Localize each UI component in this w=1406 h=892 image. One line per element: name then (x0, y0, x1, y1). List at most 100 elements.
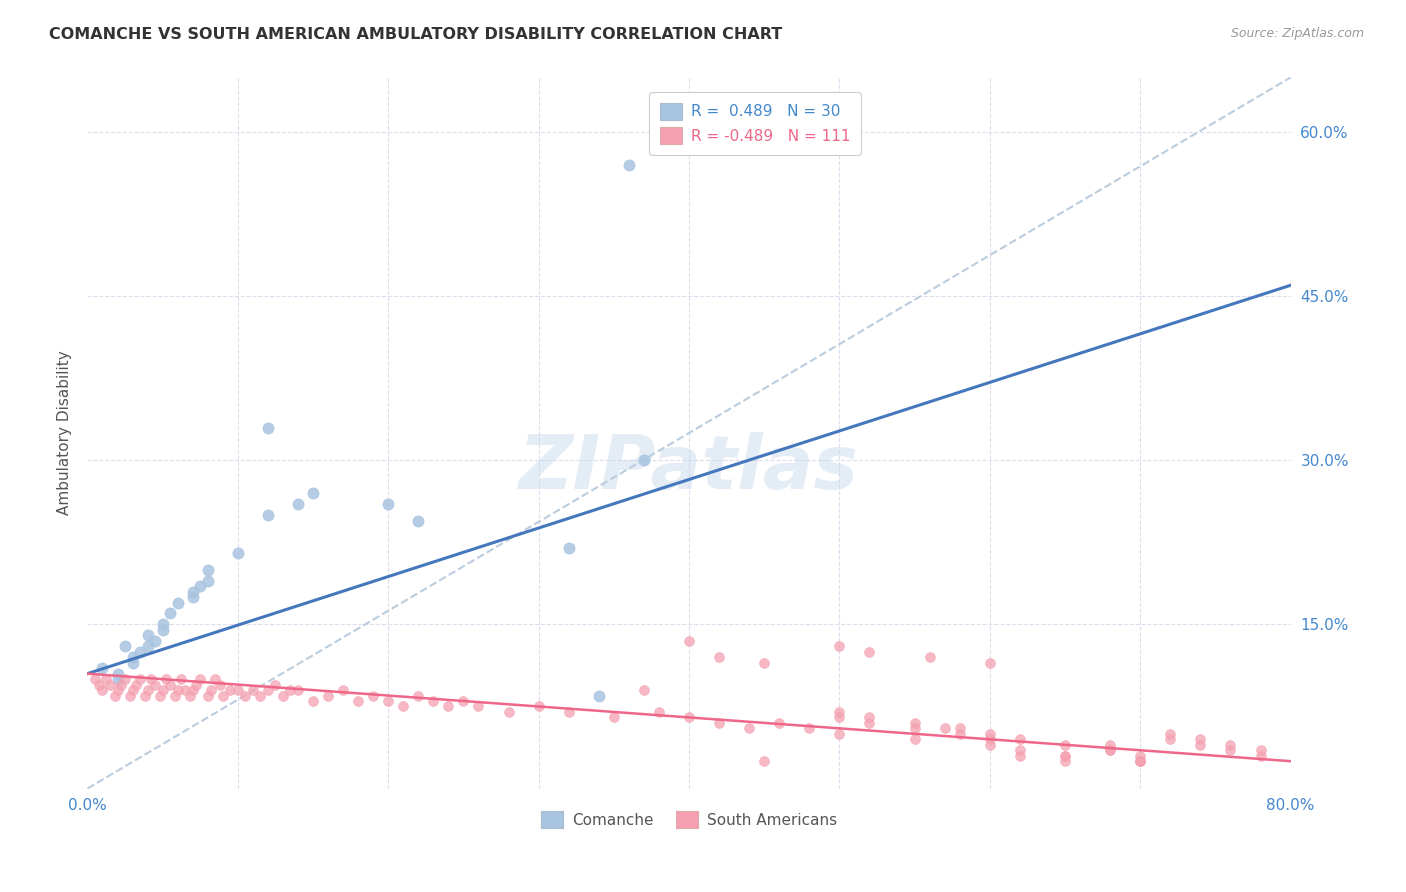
Point (107, 672, 129, 686)
Point (166, 683, 188, 698)
Point (678, 633, 700, 648)
Point (408, 514, 430, 528)
Point (1129, 754, 1152, 768)
Point (828, 640, 851, 654)
Point (136, 640, 159, 654)
Point (257, 508, 280, 522)
Point (754, 656, 776, 670)
Point (557, 541, 579, 555)
Point (121, 683, 143, 698)
Point (918, 650, 941, 665)
Point (648, 705, 671, 719)
Point (1159, 732, 1181, 747)
Point (1219, 738, 1241, 752)
Point (235, 689, 257, 703)
Point (1129, 754, 1152, 768)
Point (858, 715, 880, 730)
Point (91, 683, 114, 698)
Point (1053, 748, 1076, 763)
Point (197, 563, 219, 577)
Point (527, 699, 550, 714)
Point (139, 672, 162, 686)
Point (181, 683, 204, 698)
Point (904, 722, 927, 736)
Point (858, 645, 880, 659)
Point (302, 486, 325, 500)
Point (242, 683, 264, 698)
Point (211, 689, 233, 703)
Point (437, 699, 460, 714)
Text: COMANCHE VS SOUTH AMERICAN AMBULATORY DISABILITY CORRELATION CHART: COMANCHE VS SOUTH AMERICAN AMBULATORY DI… (49, 27, 783, 42)
Point (633, 453, 655, 467)
Point (280, 683, 302, 698)
Point (1250, 743, 1272, 757)
Point (588, 689, 610, 703)
Point (107, 666, 129, 681)
Point (84, 672, 107, 686)
Point (152, 683, 174, 698)
Legend: Comanche, South Americans: Comanche, South Americans (536, 805, 844, 834)
Point (271, 689, 294, 703)
Point (979, 656, 1001, 670)
Point (332, 683, 354, 698)
Point (94, 672, 117, 686)
Point (361, 689, 384, 703)
Point (174, 683, 197, 698)
Point (316, 689, 339, 703)
Point (1250, 748, 1272, 763)
Point (799, 722, 821, 736)
Point (188, 579, 211, 593)
Point (302, 694, 325, 708)
Point (828, 705, 851, 719)
Point (152, 617, 174, 632)
Point (1189, 732, 1212, 747)
Point (498, 705, 520, 719)
Point (110, 677, 132, 691)
Point (1099, 743, 1122, 757)
Point (219, 683, 242, 698)
Point (904, 732, 927, 747)
Point (392, 699, 415, 714)
Point (200, 683, 222, 698)
Point (1053, 748, 1076, 763)
Point (678, 710, 700, 724)
Point (754, 754, 776, 768)
Point (453, 694, 475, 708)
Point (904, 715, 927, 730)
Point (107, 683, 129, 698)
Point (197, 574, 219, 588)
Point (188, 672, 211, 686)
Point (170, 672, 193, 686)
Point (98, 677, 121, 691)
Point (208, 677, 231, 691)
Point (181, 584, 204, 599)
Point (603, 710, 626, 724)
Point (979, 727, 1001, 741)
Point (166, 596, 188, 610)
Point (129, 645, 152, 659)
Point (121, 650, 143, 665)
Point (287, 497, 309, 511)
Point (707, 650, 730, 665)
Point (934, 722, 956, 736)
Point (1159, 727, 1181, 741)
Point (226, 683, 249, 698)
Point (1129, 754, 1152, 768)
Point (121, 656, 143, 670)
Point (257, 683, 280, 698)
Point (159, 607, 181, 621)
Point (136, 683, 159, 698)
Y-axis label: Ambulatory Disability: Ambulatory Disability (58, 351, 72, 516)
Point (129, 672, 152, 686)
Point (143, 677, 166, 691)
Point (1099, 738, 1122, 752)
Point (136, 628, 159, 642)
Point (1129, 748, 1152, 763)
Point (103, 689, 125, 703)
Point (226, 546, 249, 560)
Text: ZIPatlas: ZIPatlas (519, 432, 859, 505)
Point (1008, 732, 1031, 747)
Point (124, 677, 146, 691)
Point (1008, 748, 1031, 763)
Point (949, 722, 972, 736)
